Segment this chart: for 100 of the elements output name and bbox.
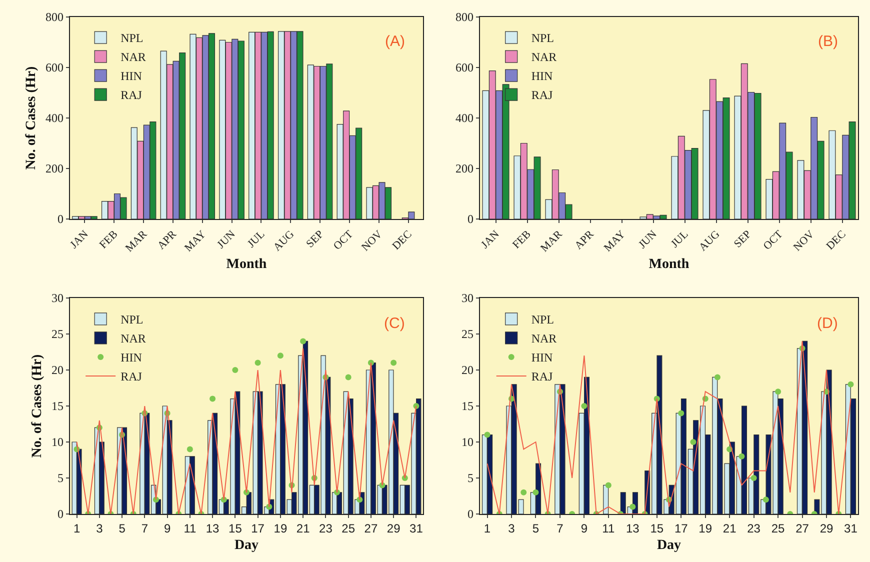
x-tick-label: 15: [228, 522, 242, 536]
legend-label: NAR: [120, 332, 146, 346]
point: [520, 489, 527, 496]
point: [390, 360, 397, 366]
legend-label: NPL: [120, 31, 144, 46]
y-tick-label: 15: [52, 399, 64, 414]
y-tick-label: 600: [456, 60, 474, 75]
point: [762, 496, 769, 503]
legend-label: NAR: [531, 50, 557, 64]
y-tick-label: 5: [58, 471, 64, 486]
legend-label: NAR: [531, 332, 557, 346]
x-tick-label: 31: [410, 522, 424, 536]
y-tick-label: 30: [52, 291, 64, 306]
y-tick-label: 0: [468, 212, 474, 226]
x-tick-label: 27: [796, 522, 810, 536]
y-tick-label: 200: [456, 162, 474, 176]
y-tick-label: 5: [468, 471, 474, 486]
point: [484, 432, 490, 438]
legend-label: HIN: [120, 350, 142, 365]
point: [277, 352, 284, 359]
x-tick-label: 5: [118, 522, 126, 536]
x-tick-label: 25: [771, 522, 786, 536]
x-tick-label: 11: [602, 522, 615, 536]
y-tick-label: 0: [58, 212, 64, 226]
x-tick-label: FEB: [97, 228, 120, 252]
y-tick-label: 0: [468, 507, 474, 522]
x-tick-label: 21: [722, 522, 737, 536]
y-tick-label: 20: [462, 363, 474, 378]
legend-label: RAJ: [531, 88, 554, 102]
x-axis-title: Day: [234, 538, 259, 553]
annotation: (C): [384, 315, 405, 332]
x-tick-label: 13: [626, 522, 640, 536]
y-tick-label: 20: [52, 363, 64, 378]
legend-label: HIN: [531, 69, 553, 84]
point: [581, 403, 588, 409]
x-tick-label: 15: [650, 522, 664, 536]
y-tick-label: 10: [462, 435, 474, 450]
point: [630, 504, 636, 510]
y-tick-label: 400: [46, 111, 64, 126]
x-axis-title: Month: [648, 256, 690, 272]
y-tick-label: 800: [456, 10, 474, 24]
annotation: (B): [818, 33, 838, 50]
y-tick-label: 30: [462, 291, 474, 306]
x-tick-label: 5: [532, 522, 540, 536]
x-tick-label: 13: [206, 522, 220, 536]
x-tick-label: 1: [73, 522, 80, 536]
point: [232, 367, 238, 373]
x-tick-label: SEP: [732, 228, 754, 250]
y-tick-label: 10: [52, 435, 64, 450]
y-tick-label: 25: [462, 327, 474, 342]
x-axis-title: Day: [656, 538, 682, 553]
x-tick-label: 25: [342, 522, 356, 536]
y-tick-label: 800: [46, 10, 64, 24]
x-tick-label: 29: [820, 522, 834, 536]
point: [690, 439, 696, 445]
x-tick-label: JUL: [245, 228, 268, 250]
bar: [603, 484, 609, 514]
x-tick-label: 3: [508, 522, 516, 536]
x-tick-label: 23: [747, 522, 761, 536]
x-tick-label: 7: [556, 522, 564, 536]
point: [775, 388, 782, 395]
x-tick-label: 27: [364, 522, 378, 536]
x-axis-title: Month: [226, 256, 267, 272]
point: [532, 489, 539, 496]
x-tick-label: SEP: [304, 228, 326, 250]
legend-label: RAJ: [120, 88, 142, 102]
y-tick-label: 600: [46, 60, 64, 75]
point: [738, 453, 745, 460]
legend-label: HIN: [120, 69, 142, 84]
y-tick-label: 0: [58, 507, 64, 522]
x-tick-label: JUL: [668, 228, 691, 250]
legend-label: RAJ: [120, 370, 142, 384]
point: [848, 381, 854, 388]
point: [678, 410, 684, 416]
legend-label: RAJ: [531, 370, 554, 384]
point: [210, 396, 216, 402]
point: [186, 446, 193, 452]
x-tick-label: 19: [274, 522, 288, 536]
x-tick-label: 19: [698, 522, 712, 536]
y-tick-label: 400: [456, 111, 474, 126]
y-tick-label: 25: [52, 327, 64, 342]
x-tick-label: 7: [141, 522, 148, 536]
legend-label: NPL: [531, 31, 554, 46]
legend-label: NAR: [120, 50, 146, 64]
legend-label: NPL: [531, 312, 554, 327]
x-tick-label: 17: [674, 522, 688, 536]
x-tick-label: 3: [96, 522, 104, 536]
point: [345, 374, 352, 380]
x-tick-label: 11: [184, 522, 196, 536]
annotation: (D): [817, 315, 838, 332]
x-tick-label: 1: [484, 522, 491, 536]
x-tick-label: 31: [844, 522, 858, 536]
legend-label: NPL: [120, 312, 144, 327]
line-series: [486, 340, 852, 514]
y-axis-title: No. of Cases (Hr): [24, 66, 40, 170]
x-tick-label: 17: [251, 522, 265, 536]
y-axis-title: No. of Cases (Hr): [30, 354, 46, 458]
annotation: (A): [385, 33, 405, 50]
x-tick-label: 9: [580, 522, 588, 536]
x-tick-label: 21: [296, 522, 310, 536]
